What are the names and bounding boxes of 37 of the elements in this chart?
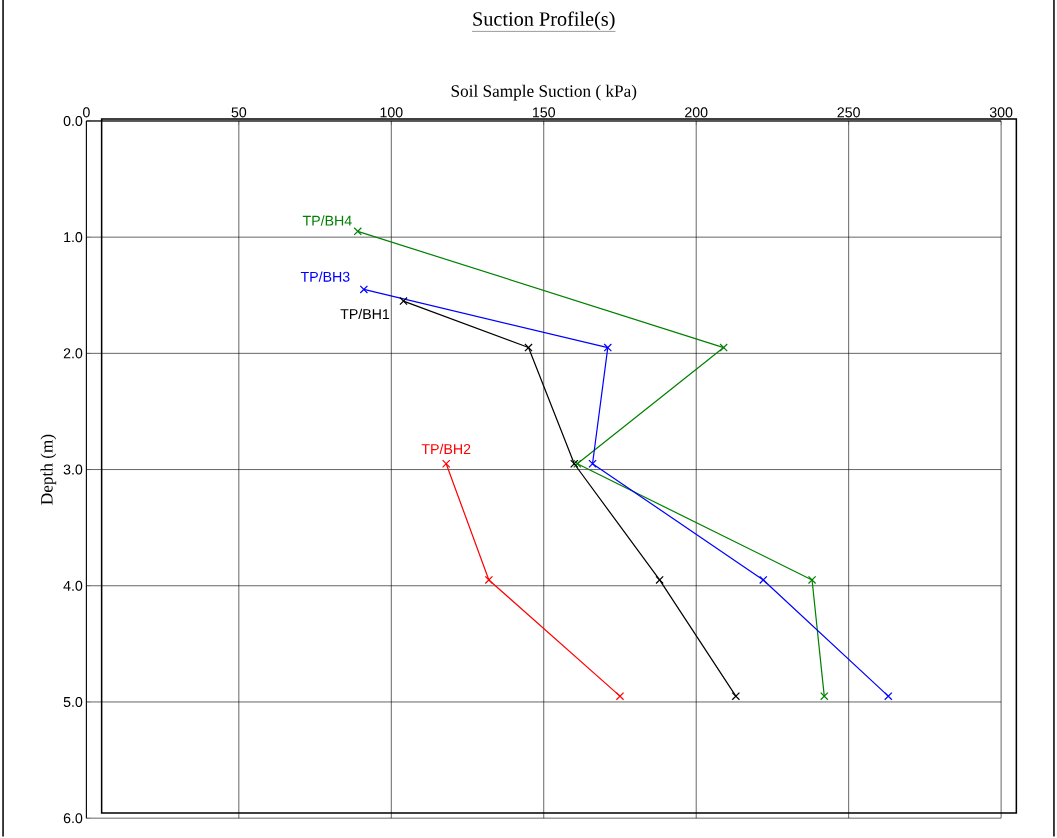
y-axis-title: Depth (m) bbox=[40, 434, 57, 505]
x-tick-label: 200 bbox=[685, 107, 708, 118]
point bbox=[603, 343, 612, 352]
x-tick-label: 0 bbox=[83, 107, 90, 118]
y-tick-label: 4.0 bbox=[63, 580, 83, 591]
point bbox=[759, 575, 768, 584]
point bbox=[655, 575, 664, 584]
point bbox=[719, 343, 728, 352]
point bbox=[807, 575, 817, 584]
point bbox=[524, 343, 533, 352]
series-label: TP/BH3 bbox=[300, 271, 350, 282]
x-tick-label: 150 bbox=[533, 107, 556, 118]
y-tick-label: 2.0 bbox=[63, 348, 83, 359]
x-tick-label: 250 bbox=[837, 107, 860, 118]
x-tick-label: 100 bbox=[380, 107, 403, 118]
point bbox=[484, 575, 494, 584]
x-tick-label: 300 bbox=[989, 107, 1013, 118]
chart-title: Suction Profile(s) bbox=[473, 11, 615, 30]
point bbox=[820, 691, 829, 701]
point bbox=[399, 296, 408, 306]
point bbox=[359, 285, 369, 294]
x-tick-label: 50 bbox=[231, 107, 247, 118]
x-axis-title: Soil Sample Suction ( kPa) bbox=[451, 84, 637, 101]
y-tick-label: 5.0 bbox=[63, 696, 83, 707]
point bbox=[353, 226, 362, 236]
point bbox=[615, 691, 625, 701]
point bbox=[731, 691, 741, 701]
y-tick-label: 3.0 bbox=[63, 464, 83, 475]
point bbox=[441, 459, 451, 468]
point bbox=[884, 691, 893, 701]
series-label: TP/BH4 bbox=[302, 215, 352, 226]
y-tick-label: 1.0 bbox=[64, 231, 83, 242]
y-tick-label: 6.0 bbox=[63, 812, 83, 823]
series-label: TP/BH1 bbox=[340, 308, 390, 319]
point bbox=[588, 459, 597, 468]
series-label: TP/BH2 bbox=[421, 443, 471, 454]
y-tick-label: 0.0 bbox=[63, 115, 83, 126]
